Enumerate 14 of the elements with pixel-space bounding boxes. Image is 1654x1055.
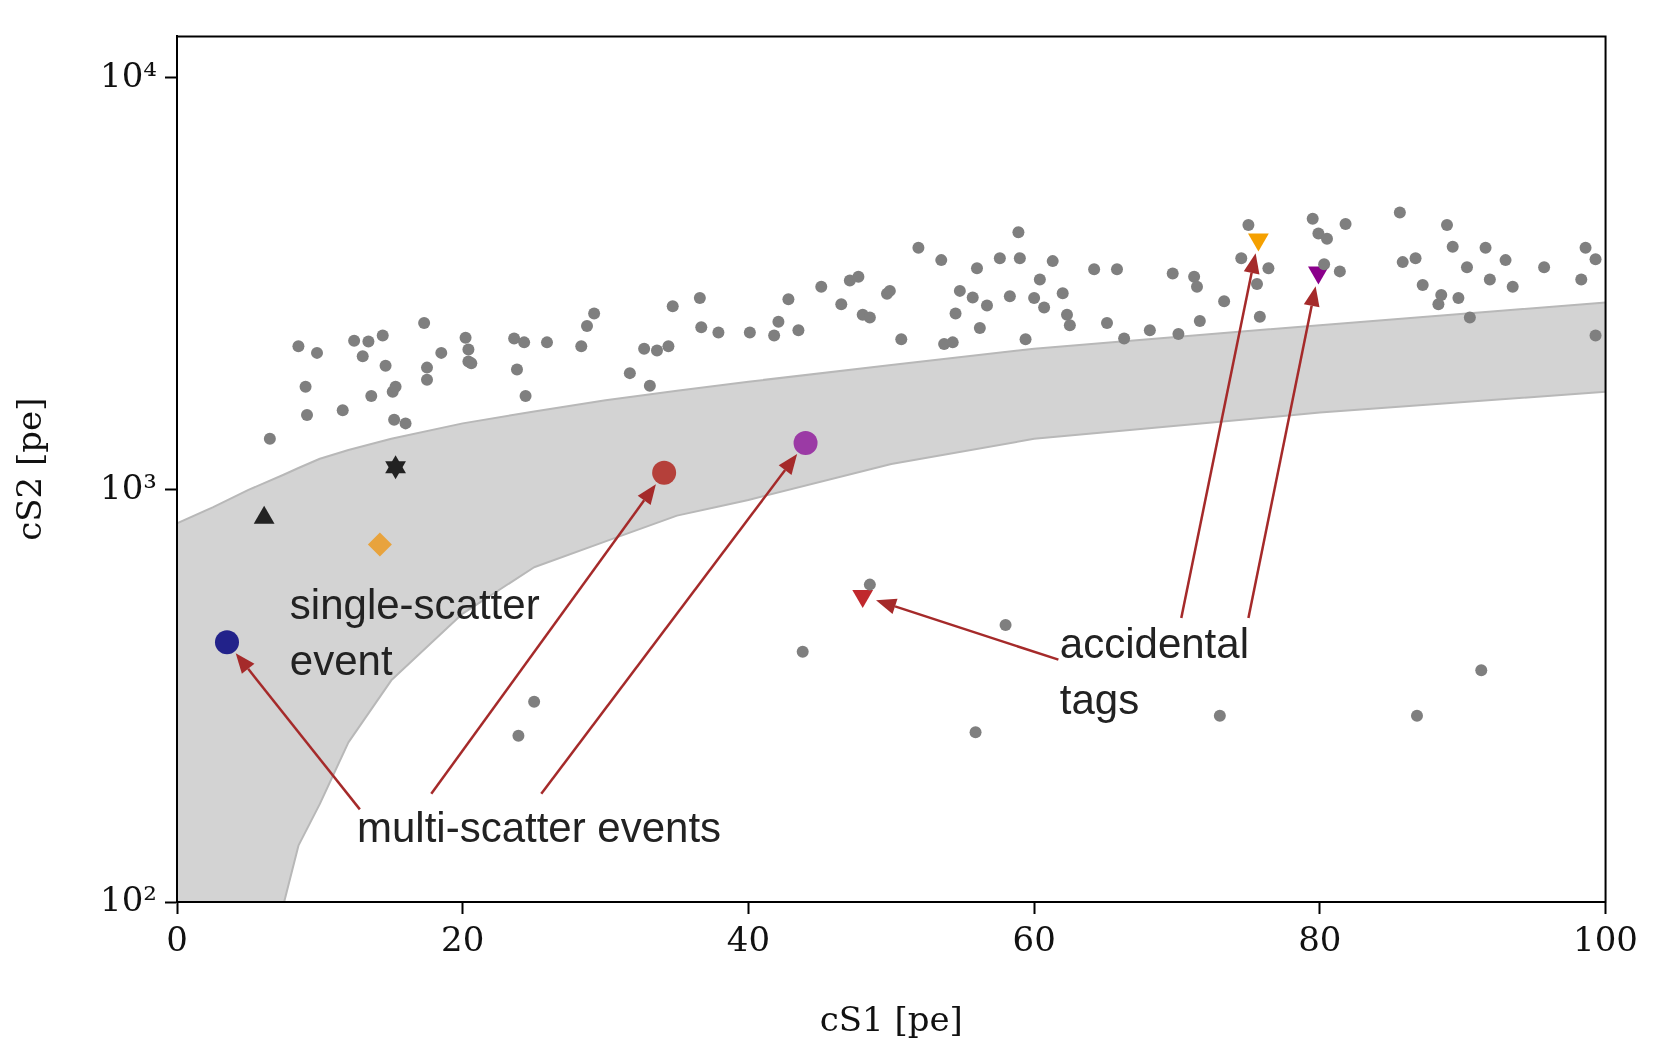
x-tick-label: 0 xyxy=(166,919,188,960)
x-tick-label: 60 xyxy=(1012,919,1056,960)
x-tick-label: 100 xyxy=(1573,919,1639,960)
y-tick-label: 10² xyxy=(100,878,157,919)
annotation: accidental tags xyxy=(1059,619,1249,723)
x-tick-label: 20 xyxy=(441,919,485,960)
x-tick-label: 80 xyxy=(1298,919,1342,960)
y-tick-label: 10⁴ xyxy=(100,54,157,95)
x-tick-label: 40 xyxy=(726,919,771,960)
y-tick-label: 10³ xyxy=(100,466,157,507)
annotation: single-scatter event xyxy=(289,580,540,684)
y-axis-title: cS2 [pe] xyxy=(9,397,50,541)
annotation: multi-scatter events xyxy=(357,803,722,851)
x-axis-title: cS1 [pe] xyxy=(819,999,963,1040)
